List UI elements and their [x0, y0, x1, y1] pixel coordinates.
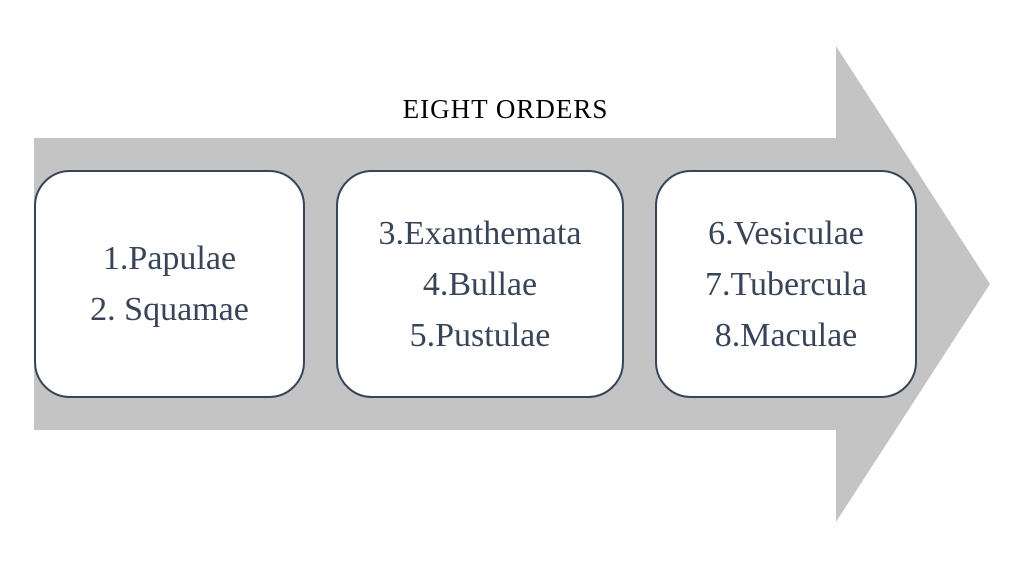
order-item: 3.Exanthemata: [338, 208, 622, 259]
order-item: 1.Papulae: [36, 233, 303, 284]
order-item: 4.Bullae: [338, 259, 622, 310]
orders-card-3: 6.Vesiculae 7.Tubercula 8.Maculae: [655, 170, 917, 398]
orders-card-2: 3.Exanthemata 4.Bullae 5.Pustulae: [336, 170, 624, 398]
order-item: 2. Squamae: [36, 284, 303, 335]
order-item: 8.Maculae: [657, 310, 915, 361]
diagram-root: { "diagram": { "type": "infographic", "t…: [0, 0, 1011, 571]
orders-card-1: 1.Papulae 2. Squamae: [34, 170, 305, 398]
order-item: 6.Vesiculae: [657, 208, 915, 259]
diagram-title: EIGHT ORDERS: [0, 94, 1011, 125]
order-item: 5.Pustulae: [338, 310, 622, 361]
order-item: 7.Tubercula: [657, 259, 915, 310]
